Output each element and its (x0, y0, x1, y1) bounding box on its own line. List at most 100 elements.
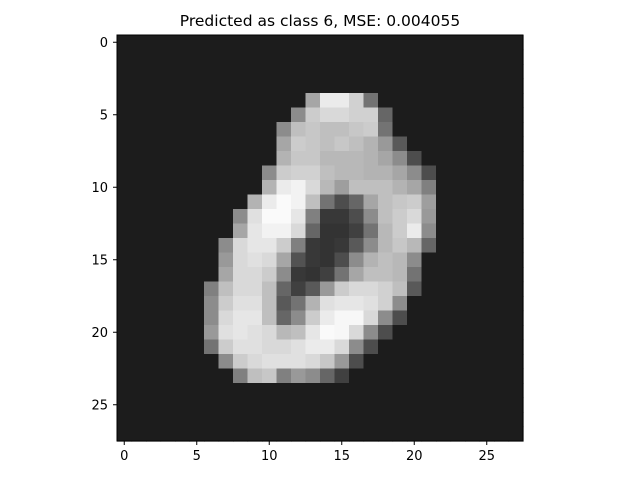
image-cell (117, 354, 133, 370)
image-cell (247, 296, 263, 312)
image-cell (160, 267, 176, 283)
image-cell (262, 35, 278, 51)
image-cell (117, 180, 133, 196)
image-cell (508, 93, 524, 109)
image-cell (465, 107, 481, 123)
image-cell (450, 107, 466, 123)
image-cell (204, 397, 220, 413)
image-cell (276, 412, 292, 428)
image-cell (349, 165, 365, 181)
image-cell (189, 165, 205, 181)
image-cell (189, 35, 205, 51)
image-cell (276, 310, 292, 326)
image-cell (378, 165, 394, 181)
image-cell (450, 194, 466, 210)
image-cell (117, 238, 133, 254)
image-cell (436, 194, 452, 210)
image-cell (117, 252, 133, 268)
image-cell (363, 165, 379, 181)
image-cell (218, 310, 234, 326)
image-cell (479, 180, 495, 196)
image-cell (436, 122, 452, 138)
image-cell (218, 35, 234, 51)
image-cell (305, 35, 321, 51)
image-cell (479, 281, 495, 297)
image-cell (160, 412, 176, 428)
image-cell (479, 252, 495, 268)
image-cell (291, 107, 307, 123)
image-cell (320, 165, 336, 181)
image-cell (436, 49, 452, 65)
image-cell (262, 296, 278, 312)
image-cell (465, 35, 481, 51)
image-cell (189, 151, 205, 167)
image-cell (291, 339, 307, 355)
image-cell (131, 325, 147, 341)
image-cell (146, 136, 162, 152)
image-cell (363, 209, 379, 225)
image-cell (508, 397, 524, 413)
image-cell (131, 223, 147, 239)
image-cell (334, 383, 350, 399)
image-cell (247, 180, 263, 196)
image-cell (407, 194, 423, 210)
image-cell (450, 93, 466, 109)
image-cell (392, 281, 408, 297)
image-cell (175, 136, 191, 152)
image-cell (479, 35, 495, 51)
image-cell (131, 412, 147, 428)
image-cell (450, 209, 466, 225)
image-cell (392, 122, 408, 138)
image-cell (189, 78, 205, 94)
image-cell (233, 238, 249, 254)
image-cell (291, 296, 307, 312)
image-cell (160, 368, 176, 384)
image-cell (320, 296, 336, 312)
image-cell (334, 151, 350, 167)
image-cell (334, 354, 350, 370)
image-cell (146, 35, 162, 51)
image-cell (465, 180, 481, 196)
image-cell (146, 165, 162, 181)
image-cell (421, 368, 437, 384)
image-cell (189, 136, 205, 152)
image-grid (117, 35, 524, 442)
image-cell (508, 368, 524, 384)
image-cell (146, 296, 162, 312)
image-cell (378, 238, 394, 254)
image-cell (494, 93, 510, 109)
image-cell (450, 383, 466, 399)
image-cell (233, 136, 249, 152)
image-cell (117, 339, 133, 355)
image-cell (204, 209, 220, 225)
image-cell (392, 194, 408, 210)
image-cell (320, 223, 336, 239)
image-cell (233, 64, 249, 80)
image-cell (508, 165, 524, 181)
image-cell (131, 209, 147, 225)
image-cell (320, 267, 336, 283)
image-cell (146, 122, 162, 138)
image-cell (479, 107, 495, 123)
image-cell (494, 223, 510, 239)
image-cell (276, 64, 292, 80)
image-cell (421, 252, 437, 268)
image-cell (334, 223, 350, 239)
image-cell (378, 49, 394, 65)
image-cell (407, 383, 423, 399)
image-cell (392, 325, 408, 341)
image-cell (146, 238, 162, 254)
x-tick-label: 0 (120, 449, 128, 464)
image-cell (407, 64, 423, 80)
image-cell (508, 223, 524, 239)
image-cell (218, 107, 234, 123)
y-tick-label: 15 (91, 253, 108, 268)
image-cell (436, 252, 452, 268)
image-cell (204, 122, 220, 138)
image-cell (146, 281, 162, 297)
image-cell (175, 49, 191, 65)
image-cell (247, 252, 263, 268)
image-cell (421, 339, 437, 355)
image-cell (175, 368, 191, 384)
image-cell (146, 209, 162, 225)
